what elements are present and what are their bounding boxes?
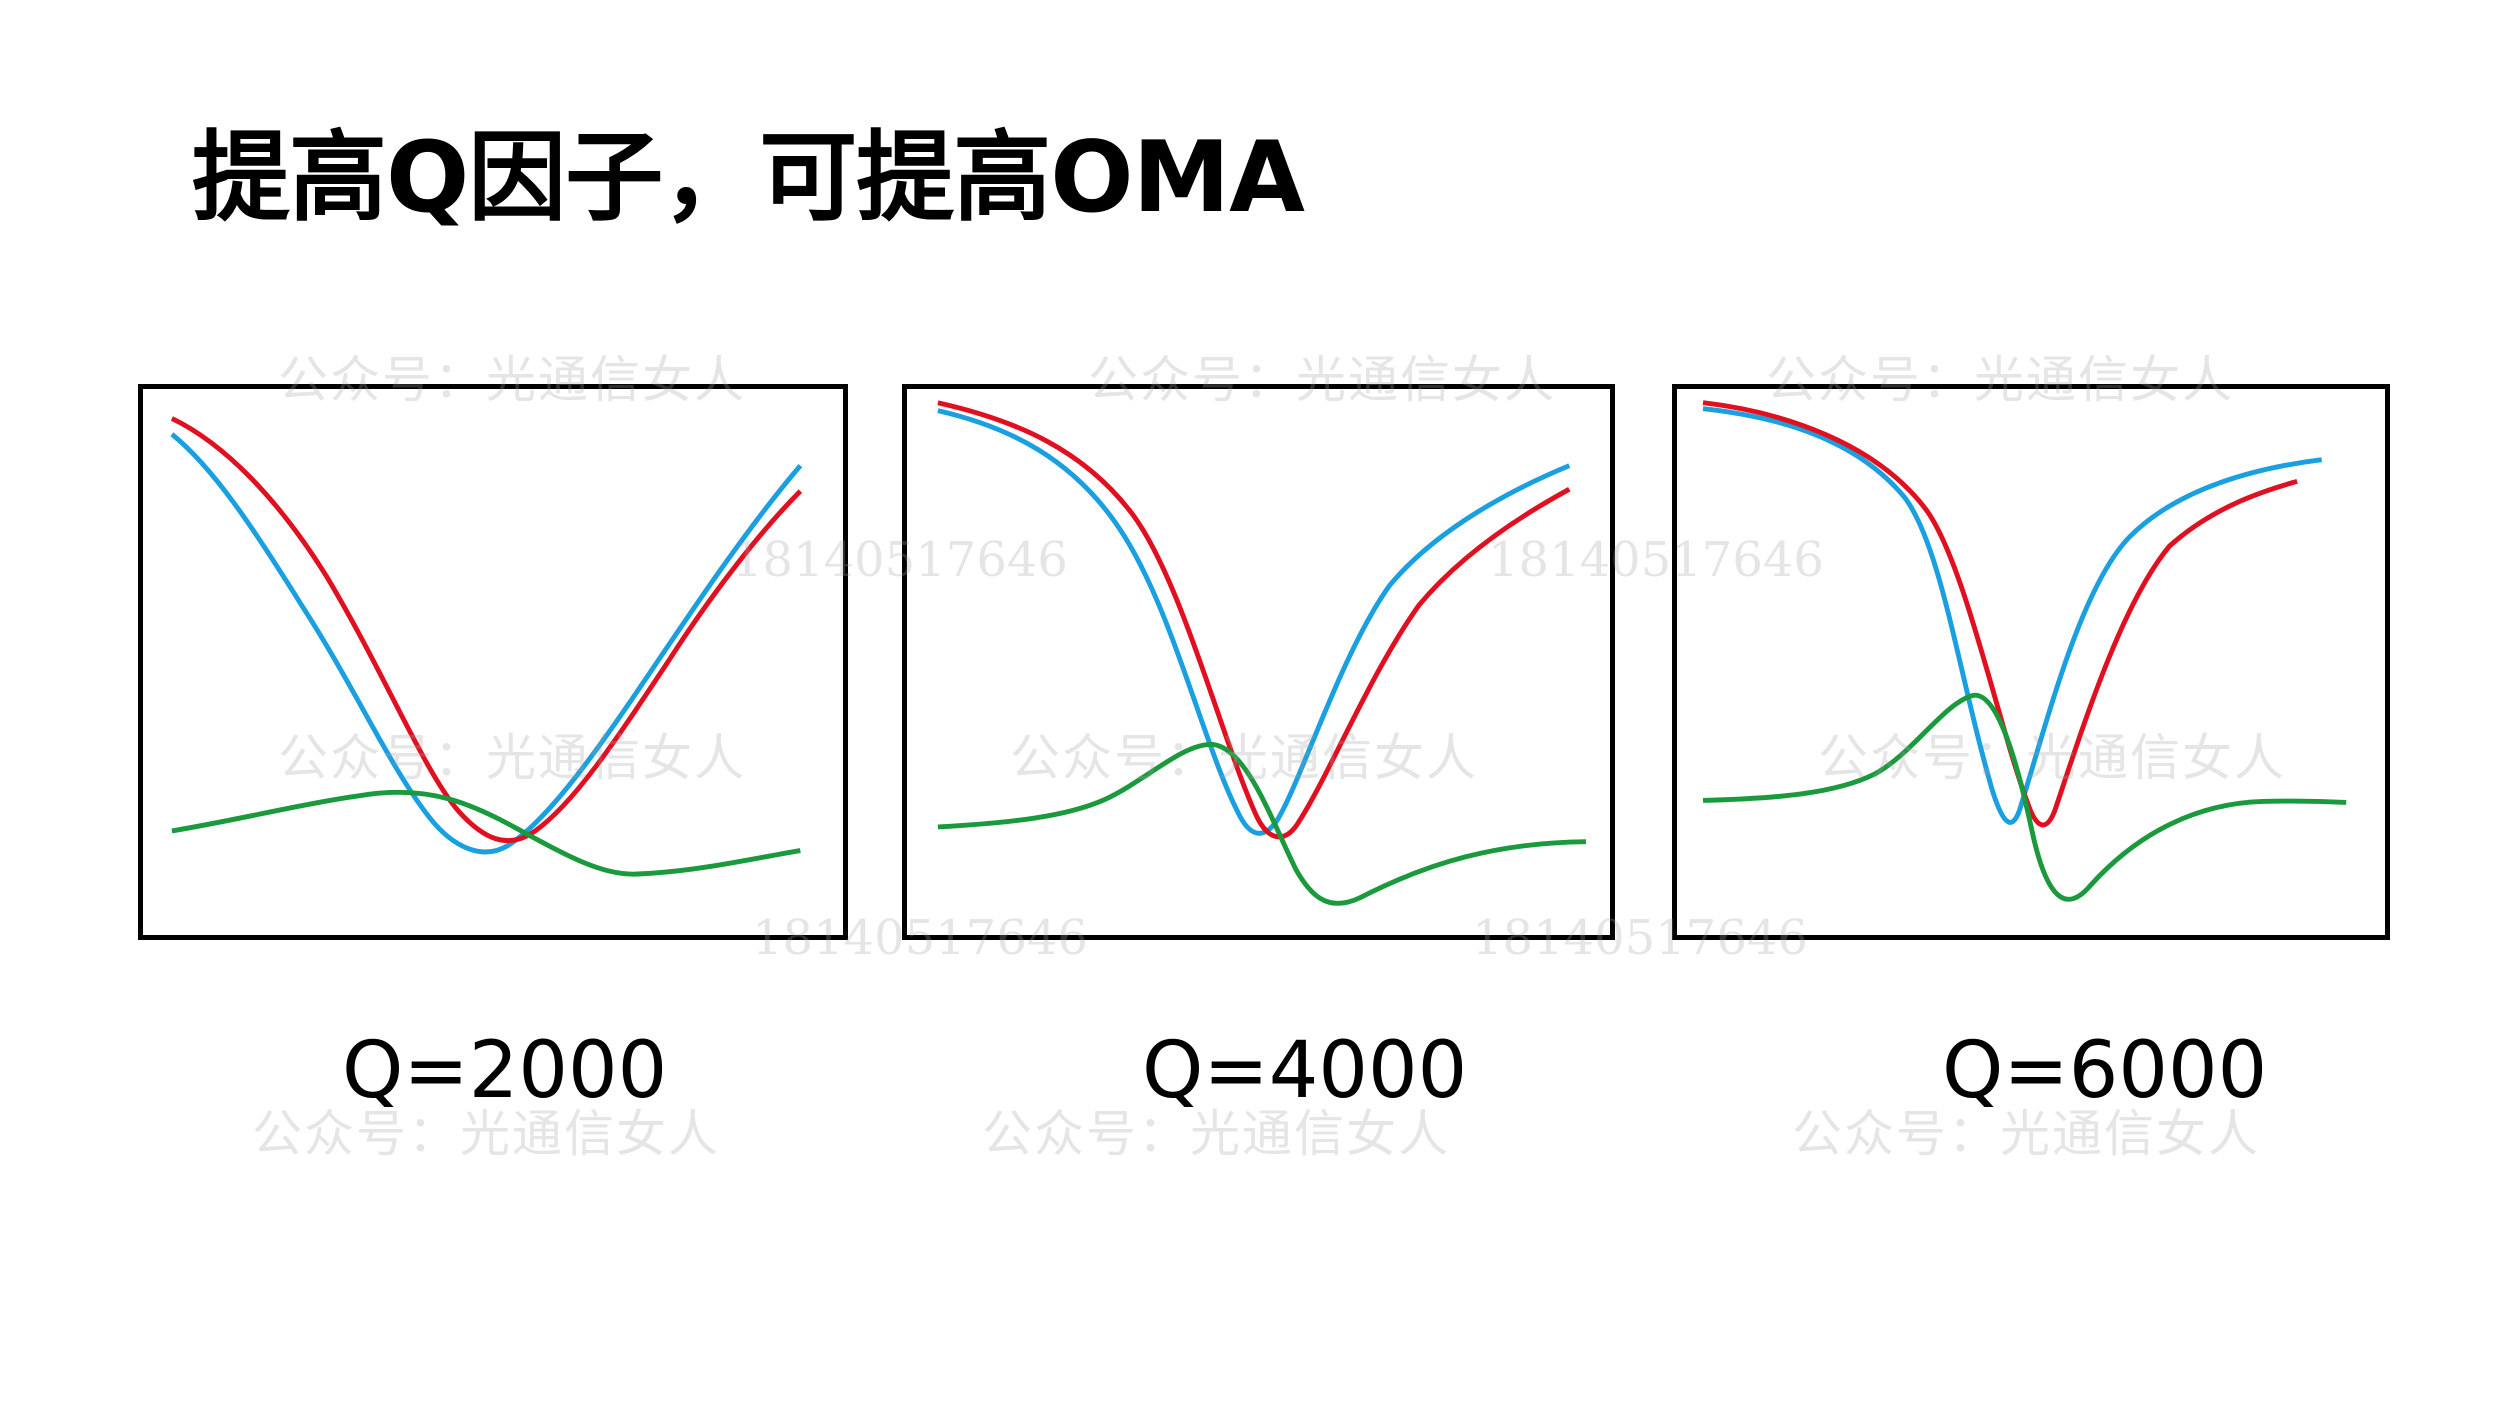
curves-q4000 [937,400,1587,906]
slide-title: 提高Q因子，可提高OMA [192,121,1305,235]
panel-q6000 [1672,384,2390,940]
q6000-label: Q=6000 [1942,1026,2268,1116]
q2000-label: Q=2000 [342,1026,668,1116]
curves-q2000 [170,416,803,877]
panel-q4000 [902,384,1615,940]
blue-curve [937,408,1571,836]
green-curve [171,789,801,877]
red-curve [1702,400,2298,828]
panel-q2000 [138,384,848,940]
q4000-label: Q=4000 [1142,1026,1468,1116]
red-curve [937,400,1571,840]
blue-curve [170,432,803,855]
green-curve [937,742,1587,906]
curves-q6000 [1702,400,2347,902]
red-curve [170,416,803,843]
blue-curve [1702,406,2322,825]
green-curve [1702,692,2347,902]
